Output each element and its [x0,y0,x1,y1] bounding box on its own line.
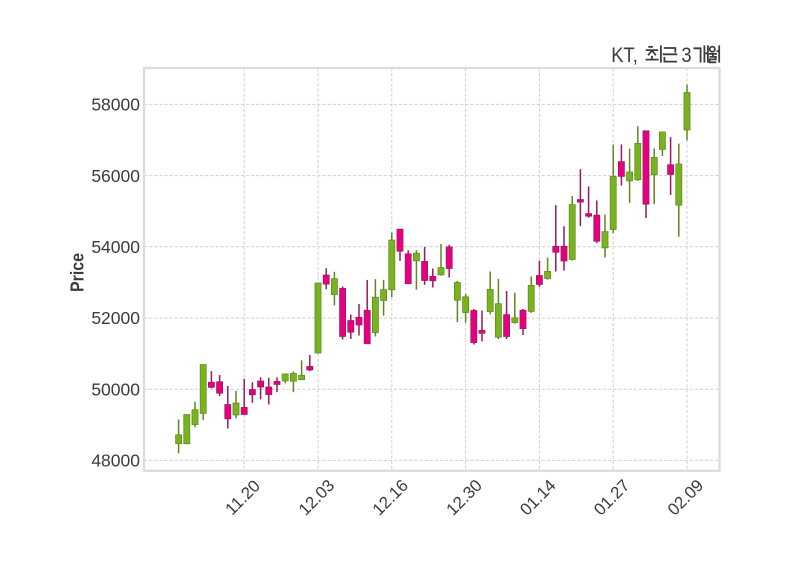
svg-text:3: 3 [681,44,691,67]
svg-text:52000: 52000 [91,308,140,328]
svg-text:50000: 50000 [91,379,140,399]
svg-text:56000: 56000 [91,166,140,186]
svg-text:KT,: KT, [611,44,638,67]
svg-text:54000: 54000 [91,237,140,257]
svg-text:Price: Price [67,253,88,292]
svg-text:58000: 58000 [91,95,140,115]
svg-text:48000: 48000 [91,451,140,471]
